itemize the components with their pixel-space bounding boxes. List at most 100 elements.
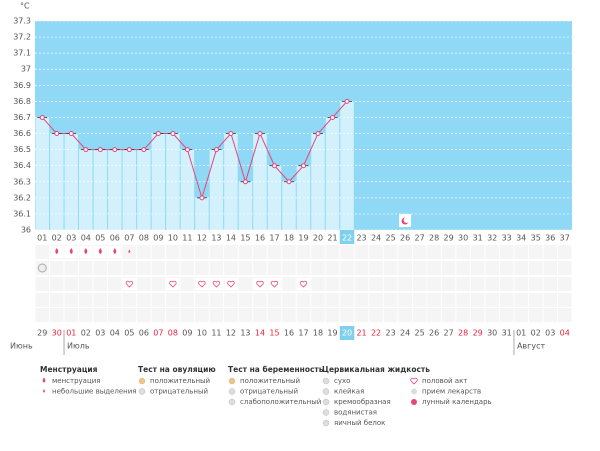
cell (267, 293, 282, 307)
y-tick-label: 36.8 (13, 97, 31, 106)
cell (441, 245, 456, 259)
cell (412, 308, 427, 322)
cell (296, 245, 311, 259)
legend-icon (42, 377, 46, 383)
heart-icon (227, 280, 235, 288)
y-tick-label: 36.9 (13, 81, 31, 90)
cell (528, 277, 543, 291)
date-label: 04 (110, 329, 120, 338)
heart-icon (198, 280, 206, 288)
cell (557, 245, 572, 259)
heart-icon (299, 280, 308, 288)
legend-item: положительный (150, 377, 210, 385)
legend-item: клейкая (334, 388, 364, 396)
cell (427, 277, 441, 291)
cell (93, 308, 108, 322)
day-label: 10 (168, 234, 178, 243)
date-label: 12 (226, 329, 236, 338)
legend-item: менструация (52, 377, 101, 385)
cell (108, 293, 122, 307)
temp-point (83, 147, 89, 153)
cell (485, 308, 499, 322)
cell (441, 261, 456, 275)
heart-icon (270, 280, 279, 288)
month-label: Август (517, 342, 546, 351)
temp-point (301, 163, 306, 169)
day-label: 14 (226, 234, 236, 243)
cell (253, 308, 267, 322)
temp-bar (151, 133, 166, 230)
cell (398, 293, 412, 307)
y-tick-label: 37.1 (13, 49, 31, 58)
heart-icon (169, 280, 177, 288)
cell (180, 308, 195, 322)
legend-icon (228, 398, 236, 406)
day-label: 36 (545, 234, 555, 243)
cell (383, 245, 398, 259)
cell (151, 245, 166, 259)
cell (151, 308, 166, 322)
y-tick-label: 36.2 (13, 193, 31, 202)
legend-icon (138, 388, 146, 395)
cell (151, 293, 166, 307)
cell (528, 293, 543, 307)
date-label: 14 (255, 329, 265, 338)
day-label: 29 (444, 234, 454, 243)
date-label: 16 (284, 329, 294, 338)
cell (195, 293, 209, 307)
cell (209, 261, 224, 275)
cell (35, 277, 50, 291)
cell (137, 245, 151, 259)
cell (456, 293, 470, 307)
today-highlight (339, 230, 355, 244)
day-label: 17 (269, 234, 279, 243)
cell (137, 293, 151, 307)
spotting-icon (128, 249, 131, 254)
temp-point (330, 114, 336, 120)
cell (137, 277, 151, 291)
temp-point (155, 131, 161, 137)
date-label: 22 (371, 329, 381, 338)
cell (180, 277, 195, 291)
date-label: 19 (327, 329, 337, 338)
cell (253, 245, 267, 259)
legend-item: отрицательный (150, 388, 208, 396)
legend-title: Тест на беременность (228, 365, 324, 374)
cell (557, 308, 572, 322)
cell (267, 245, 282, 259)
temp-point (242, 179, 248, 185)
cell (485, 293, 499, 307)
date-label: 20 (342, 329, 352, 338)
date-label: 02 (81, 329, 91, 338)
temp-point (126, 147, 132, 153)
legend-item: прием лекарств (422, 388, 481, 396)
legend-item: половой акт (422, 377, 467, 385)
cell (485, 261, 499, 275)
heart-icon (256, 280, 264, 288)
cell (238, 277, 253, 291)
cell (93, 277, 108, 291)
day-label: 30 (458, 234, 468, 243)
cell (50, 261, 64, 275)
cell (35, 245, 50, 259)
day-label: 05 (95, 234, 105, 243)
legend-item: сухо (334, 377, 350, 385)
cell (224, 261, 238, 275)
cell (514, 261, 528, 275)
cell (79, 261, 93, 275)
cell (122, 293, 137, 307)
cell (296, 261, 311, 275)
cell (340, 245, 354, 259)
cell (412, 293, 427, 307)
cell (412, 277, 427, 291)
legend-item: отрицательный (240, 388, 298, 396)
cell (441, 308, 456, 322)
cell (296, 293, 311, 307)
date-label: 05 (124, 329, 134, 338)
cell (456, 245, 470, 259)
cell (470, 277, 485, 291)
menstruation-icon (55, 248, 59, 254)
cell (340, 261, 354, 275)
date-label: 04 (560, 329, 570, 338)
